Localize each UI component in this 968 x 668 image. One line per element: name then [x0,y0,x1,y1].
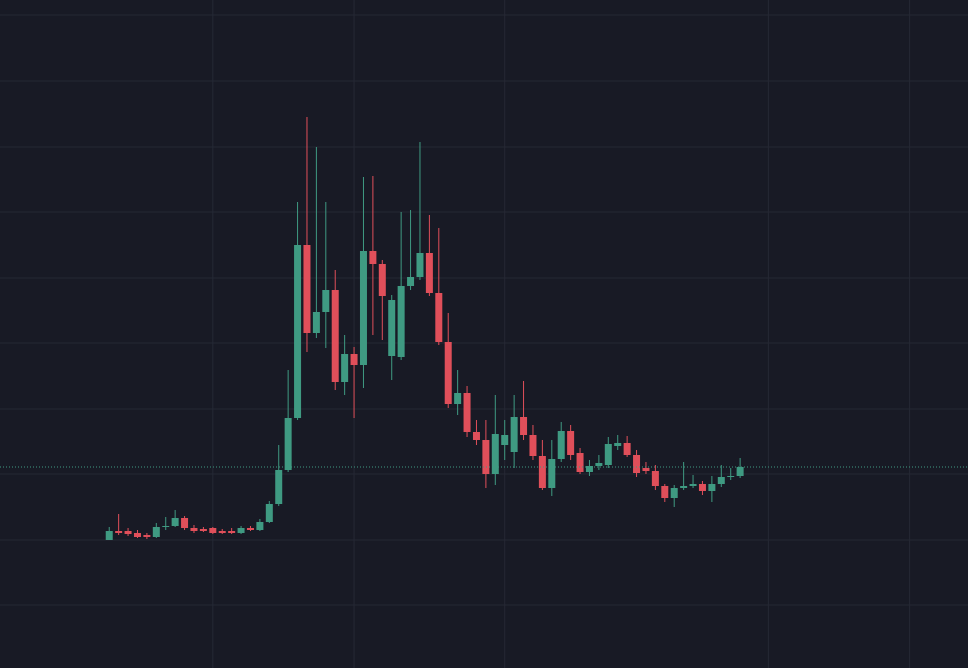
candle-body [529,435,537,456]
candle-body [181,518,189,528]
candle-body [472,432,480,440]
candle-body [501,435,509,445]
candle-body [265,504,273,522]
candle-body [567,431,575,455]
candle-body [708,484,716,491]
candle-body [378,264,386,296]
candle-body [218,531,226,533]
candle-body [576,453,584,472]
candle-body [199,529,207,531]
candle-body [294,245,302,418]
candle-body [670,488,678,498]
candle-body [284,418,292,470]
candle-body [538,456,546,488]
candle-body [548,459,556,488]
candle-body [463,393,471,432]
candle-body [256,522,264,530]
candle-body [510,417,518,452]
candle-body [557,431,565,459]
candle-body [454,393,462,404]
candle-body [369,251,377,264]
candle-body [595,463,603,466]
candle-body [642,468,650,471]
candle-body [152,527,160,537]
candle-body [633,455,641,473]
candle-body [661,486,669,498]
candle-body [416,253,424,277]
candle-body [105,531,113,540]
candle-body [115,531,123,533]
candle-body [520,417,528,435]
candle-body [388,300,396,356]
candle-body [407,277,415,286]
candle-body [604,444,612,465]
candle-body [425,253,433,293]
candle-body [491,434,499,474]
candle-body [359,251,367,365]
candle-body [190,528,198,531]
candle-body [717,477,725,484]
candle-body [171,518,179,526]
candle-body [444,342,452,404]
candle-body [143,535,151,537]
candle-body [124,531,132,534]
candle-body [651,471,659,486]
candle-body [133,533,141,537]
candle-body [331,290,339,382]
candle-body [246,528,254,530]
candle-body [680,486,688,488]
candle-body [237,528,245,533]
candle-body [689,484,697,486]
candle-body [322,290,330,312]
candle-body [736,467,744,476]
candle-body [727,476,735,477]
candle-body [623,443,631,455]
candle-body [341,354,349,382]
candle-body [312,312,320,333]
candle-body [275,470,283,504]
candle-body [614,443,622,446]
candle-body [435,293,443,342]
candle-body [350,354,358,365]
candle-body [228,531,236,533]
candle-body [209,528,217,533]
candle-body [397,286,405,357]
candle-body [303,245,311,333]
candle-body [482,440,490,474]
candle-body [585,466,593,472]
candle-body [698,484,706,491]
candle-body [162,526,170,527]
